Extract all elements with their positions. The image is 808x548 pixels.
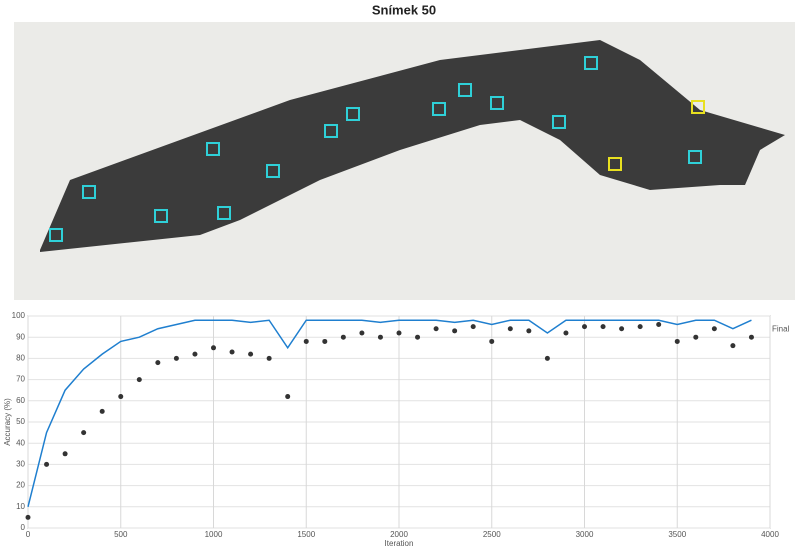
y-tick-label: 80 (16, 354, 25, 363)
validation-point (434, 326, 439, 331)
x-axis-label: Iteration (385, 539, 414, 548)
y-tick-label: 60 (16, 396, 25, 405)
y-tick-label: 40 (16, 438, 25, 447)
y-tick-label: 30 (16, 460, 25, 469)
validation-point (44, 462, 49, 467)
validation-point (211, 345, 216, 350)
validation-point (100, 409, 105, 414)
validation-point (267, 356, 272, 361)
y-tick-label: 90 (16, 332, 25, 341)
x-tick-label: 1500 (297, 530, 315, 539)
image-panel: Snímek 50 (0, 0, 808, 305)
validation-point (619, 326, 624, 331)
image-title: Snímek 50 (372, 2, 436, 17)
validation-point (174, 356, 179, 361)
validation-point (638, 324, 643, 329)
x-tick-label: 3500 (668, 530, 686, 539)
y-axis-label: Accuracy (%) (3, 398, 12, 446)
validation-point (118, 394, 123, 399)
validation-point (749, 335, 754, 340)
validation-point (248, 352, 253, 357)
validation-point (415, 335, 420, 340)
validation-point (378, 335, 383, 340)
validation-point (526, 328, 531, 333)
validation-point (693, 335, 698, 340)
validation-point (285, 394, 290, 399)
validation-point (81, 430, 86, 435)
y-tick-label: 50 (16, 417, 25, 426)
y-tick-label: 70 (16, 375, 25, 384)
validation-point (341, 335, 346, 340)
chart: Iteration Accuracy (%) 0 10 20 30 40 50 60 70 80… (0, 308, 808, 548)
x-tick-label: 3000 (576, 530, 594, 539)
y-tick-label: 100 (12, 311, 26, 320)
y-tick-label: 20 (16, 481, 25, 490)
x-tick-label: 1000 (205, 530, 223, 539)
validation-point (137, 377, 142, 382)
validation-point (656, 322, 661, 327)
validation-point (730, 343, 735, 348)
validation-point (675, 339, 680, 344)
validation-point (582, 324, 587, 329)
validation-point (545, 356, 550, 361)
x-tick-label: 4000 (761, 530, 779, 539)
validation-point (397, 330, 402, 335)
validation-point (26, 515, 31, 520)
validation-point (155, 360, 160, 365)
validation-point (508, 326, 513, 331)
annotation: Final (772, 324, 790, 333)
x-tick-label: 0 (26, 530, 31, 539)
validation-point (489, 339, 494, 344)
validation-point (63, 451, 68, 456)
validation-point (359, 330, 364, 335)
validation-point (601, 324, 606, 329)
validation-point (471, 324, 476, 329)
x-tick-label: 2000 (390, 530, 408, 539)
validation-point (230, 350, 235, 355)
validation-point (304, 339, 309, 344)
validation-point (192, 352, 197, 357)
validation-point (712, 326, 717, 331)
validation-point (322, 339, 327, 344)
x-tick-label: 2500 (483, 530, 501, 539)
screen: Snímek 50 Iteration Accuracy (%) 0 10 20 30… (0, 0, 808, 548)
validation-point (563, 330, 568, 335)
y-tick-label: 10 (16, 502, 25, 511)
validation-point (452, 328, 457, 333)
x-tick-label: 500 (114, 530, 128, 539)
